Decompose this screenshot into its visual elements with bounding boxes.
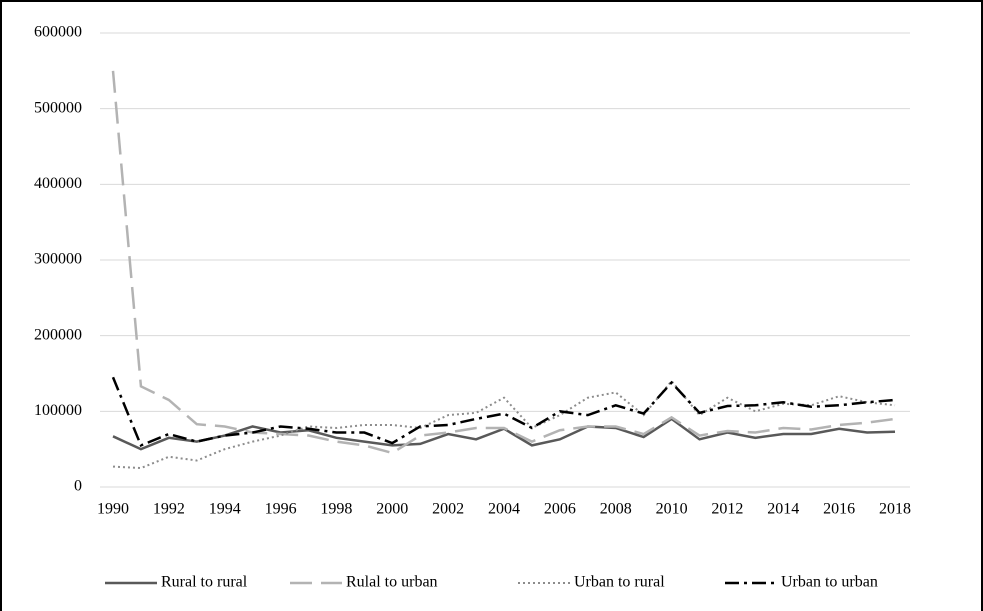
x-tick-label: 2016	[823, 501, 855, 518]
series-line	[111, 376, 896, 448]
y-tick-label: 100000	[34, 402, 82, 419]
x-tick-label: 1990	[97, 501, 129, 518]
y-tick-label: 200000	[34, 326, 82, 343]
x-tick-label: 2008	[600, 501, 632, 518]
y-tick-label: 0	[74, 478, 82, 495]
legend-label: Urban to urban	[781, 574, 878, 591]
x-tick-label: 2004	[488, 501, 520, 518]
series-line	[111, 70, 896, 455]
y-tick-label: 600000	[34, 24, 82, 41]
x-tick-label: 2014	[767, 501, 799, 518]
legend-label: Urban to rural	[574, 574, 665, 591]
x-tick-label: 2012	[711, 501, 743, 518]
legend-label: Rulal to urban	[346, 574, 438, 591]
legend-label: Rural to rural	[161, 574, 248, 591]
y-tick-label: 500000	[34, 99, 82, 116]
series-line	[112, 379, 896, 470]
x-tick-label: 2000	[376, 501, 408, 518]
x-tick-label: 1994	[209, 501, 241, 518]
x-tick-label: 2018	[879, 501, 911, 518]
y-tick-label: 300000	[34, 251, 82, 268]
x-tick-label: 2010	[656, 501, 688, 518]
x-tick-label: 1992	[153, 501, 185, 518]
x-tick-label: 2006	[544, 501, 576, 518]
x-tick-label: 1996	[265, 501, 297, 518]
x-tick-label: 2002	[432, 501, 464, 518]
y-tick-label: 400000	[34, 175, 82, 192]
x-tick-label: 1998	[320, 501, 352, 518]
